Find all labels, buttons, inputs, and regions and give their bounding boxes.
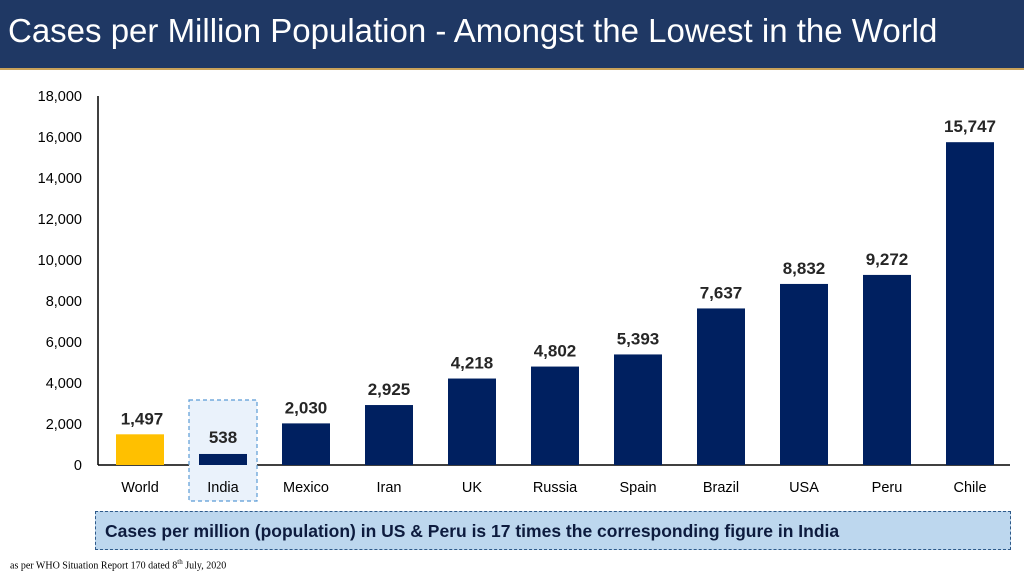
value-label: 7,637	[700, 283, 743, 302]
x-tick-label: UK	[462, 480, 482, 496]
x-tick-label: Spain	[619, 480, 656, 496]
bar-spain	[614, 354, 662, 465]
x-tick-label: Mexico	[283, 480, 329, 496]
y-tick-label: 2,000	[46, 417, 82, 433]
bar-india	[199, 453, 247, 465]
value-label: 9,272	[866, 250, 909, 269]
bar-chart: 0 2,000 4,000 6,000 8,000 10,000 12,000 14,000 1…	[38, 89, 1010, 502]
x-tick-label: India	[207, 480, 239, 496]
value-label: 538	[209, 428, 237, 447]
page-title: Cases per Million Population - Amongst t…	[8, 12, 938, 49]
title-bar: Cases per Million Population - Amongst t…	[0, 0, 1024, 70]
footnote-sup: th	[177, 558, 183, 566]
value-label: 5,393	[617, 329, 660, 348]
bar-iran	[365, 405, 413, 465]
x-tick-label: Iran	[377, 480, 402, 496]
value-label: 15,747	[944, 117, 996, 136]
y-tick-label: 10,000	[38, 253, 82, 269]
source-footnote: as per WHO Situation Report 170 dated 8t…	[10, 558, 226, 571]
x-tick-label: USA	[789, 480, 819, 496]
value-label: 4,802	[534, 342, 577, 361]
bar-usa	[780, 283, 828, 465]
y-tick-label: 14,000	[38, 171, 82, 187]
bar-mexico	[282, 423, 330, 465]
callout-text: Cases per million (population) in US & P…	[105, 521, 840, 541]
footnote-suffix: July, 2020	[182, 560, 227, 572]
y-tick-label: 12,000	[38, 212, 82, 228]
india-highlight-box	[188, 399, 258, 502]
bar-chile	[946, 142, 994, 465]
footnote-prefix: as per WHO Situation Report 170 dated 8	[10, 560, 178, 572]
value-label: 2,030	[285, 398, 328, 417]
callout-box: Cases per million (population) in US & P…	[95, 511, 1011, 550]
x-tick-label: Peru	[872, 480, 903, 496]
x-tick-label: Russia	[533, 480, 578, 496]
bar-brazil	[697, 308, 745, 465]
bar-uk	[448, 378, 496, 465]
value-label: 1,497	[121, 409, 164, 428]
x-tick-label: Chile	[953, 480, 986, 496]
x-tick-label: Brazil	[703, 480, 739, 496]
x-tick-label: World	[121, 480, 159, 496]
value-label: 4,218	[451, 354, 494, 373]
y-tick-label: 8,000	[46, 294, 82, 310]
y-tick-label: 18,000	[38, 89, 82, 105]
y-tick-label: 6,000	[46, 335, 82, 351]
y-tick-label: 4,000	[46, 376, 82, 392]
y-tick-label: 0	[74, 458, 82, 474]
bar-world	[116, 434, 164, 465]
value-label: 8,832	[783, 259, 826, 278]
bar-peru	[863, 274, 911, 465]
bar-russia	[531, 366, 579, 465]
value-label: 2,925	[368, 380, 411, 399]
y-tick-label: 16,000	[38, 130, 82, 146]
